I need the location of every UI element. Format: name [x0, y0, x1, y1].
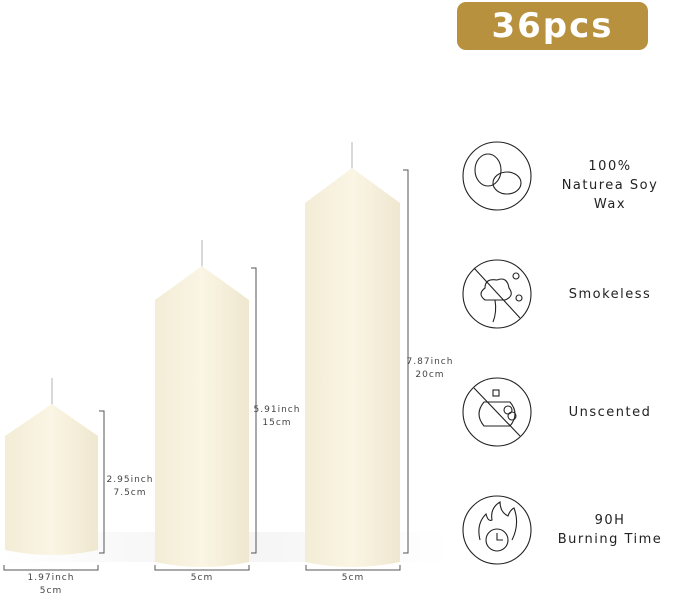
feature-line: Burning Time — [557, 532, 663, 547]
candle-small — [5, 378, 98, 555]
height-cm: 15cm — [262, 418, 292, 428]
feature-smokeless: Smokeless — [545, 285, 675, 304]
large-width-label: 5cm — [341, 573, 365, 583]
dimension-lines — [3, 169, 409, 571]
width-inch: 1.97inch — [27, 573, 75, 583]
candle-medium — [155, 240, 249, 567]
small-width-label: 1.97inch 5cm — [21, 572, 81, 594]
height-inch: 2.95inch — [106, 475, 154, 485]
height-cm: 7.5cm — [113, 488, 147, 498]
height-inch: 5.91inch — [253, 405, 301, 415]
feature-soy-wax: 100% Naturea Soy Wax — [545, 157, 675, 214]
flame-clock-icon — [462, 495, 532, 565]
soybean-icon — [462, 141, 532, 211]
medium-width-label: 5cm — [190, 573, 214, 583]
medium-height-label: 5.91inch 15cm — [247, 404, 307, 430]
feature-unscented: Unscented — [545, 403, 675, 422]
feature-line: Naturea Soy Wax — [561, 178, 659, 212]
no-scent-icon — [462, 377, 532, 447]
height-inch: 7.87inch — [406, 357, 454, 367]
feature-line: 90H — [594, 513, 626, 528]
feature-icons — [462, 141, 532, 565]
feature-line: 100% — [588, 159, 632, 174]
candle-large — [305, 142, 400, 567]
quantity-badge: 36pcs — [457, 2, 648, 50]
small-height-label: 2.95inch 7.5cm — [100, 474, 160, 500]
feature-line: Smokeless — [568, 287, 652, 302]
large-height-label: 7.87inch 20cm — [400, 356, 460, 382]
feature-burning-time: 90H Burning Time — [545, 511, 675, 549]
width-cm: 5cm — [39, 586, 63, 594]
no-smoke-icon — [462, 259, 532, 329]
feature-line: Unscented — [568, 405, 652, 420]
height-cm: 20cm — [415, 370, 445, 380]
